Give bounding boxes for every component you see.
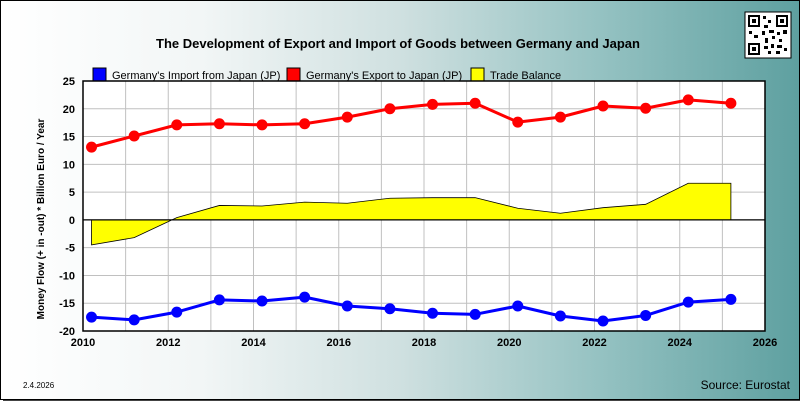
- legend-swatch: [286, 67, 301, 82]
- plot-area: -20 -15 -10 -5 0 5 10 15 20 25 2010 2012 2014 2016 201…: [59, 76, 777, 349]
- legend-swatch: [470, 67, 485, 82]
- x-tick-label: 2020: [497, 337, 521, 349]
- x-tick-label: 2024: [668, 337, 693, 349]
- import-data-point: [213, 294, 225, 306]
- y-tick-label: -5: [65, 243, 75, 255]
- import-data-point: [597, 315, 609, 327]
- legend-label: Trade Balance: [490, 70, 561, 82]
- import-data-point: [682, 296, 694, 308]
- export-data-point: [299, 118, 311, 130]
- legend: Germany's Import from Japan (JP) Germany'…: [92, 67, 561, 82]
- export-data-point: [213, 118, 225, 130]
- import-data-point: [299, 291, 311, 303]
- y-tick-label: 20: [63, 104, 75, 116]
- export-data-point: [256, 119, 268, 131]
- legend-label: Germany's Import from Japan (JP): [112, 70, 280, 82]
- y-axis-label: Money Flow (+ in -out) * Billion Euro / …: [36, 119, 47, 320]
- chart-title: The Development of Export and Import of …: [156, 36, 640, 51]
- trade-balance-area: [91, 182, 732, 246]
- import-data-point: [384, 303, 396, 315]
- import-data-point: [640, 309, 652, 321]
- import-data-point: [427, 307, 439, 319]
- export-data-point: [384, 103, 396, 115]
- export-series-line: [91, 98, 732, 149]
- y-tick-label: 10: [63, 159, 75, 171]
- y-tick-label: -20: [59, 326, 75, 338]
- export-data-point: [640, 102, 652, 114]
- import-data-point: [469, 308, 481, 320]
- export-data-point: [128, 130, 140, 142]
- import-data-point: [725, 293, 737, 305]
- export-data-point: [469, 97, 481, 109]
- export-data-point: [512, 116, 524, 128]
- export-data-point: [554, 111, 566, 123]
- import-data-point: [171, 306, 183, 318]
- import-series-line: [91, 295, 731, 323]
- y-tick-label: 15: [63, 132, 75, 144]
- legend-swatch: [92, 67, 107, 82]
- export-data-point: [86, 141, 98, 153]
- x-tick-label: 2018: [412, 337, 436, 349]
- x-tick-label: 2026: [753, 337, 777, 349]
- export-data-point: [341, 111, 353, 123]
- import-data-point: [256, 295, 268, 307]
- y-tick-label: 5: [69, 187, 75, 199]
- legend-label: Germany's Export to Japan (JP): [306, 70, 462, 82]
- export-data-point: [682, 94, 694, 106]
- export-data-point: [427, 98, 439, 110]
- date-label: 2.4.2026: [23, 381, 55, 390]
- x-tick-label: 2010: [71, 337, 95, 349]
- x-tick-label: 2012: [156, 337, 180, 349]
- x-tick-label: 2016: [327, 337, 351, 349]
- qr-code-image: [744, 11, 792, 59]
- x-tick-label: 2022: [582, 337, 606, 349]
- import-data-point: [341, 300, 353, 312]
- x-tick-label: 2014: [241, 337, 266, 349]
- import-data-point: [128, 314, 140, 326]
- y-tick-label: -10: [59, 270, 75, 282]
- import-data-point: [554, 310, 566, 322]
- export-data-point: [597, 100, 609, 112]
- export-data-point: [171, 119, 183, 131]
- y-tick-label: 0: [69, 215, 75, 227]
- import-data-point: [86, 311, 98, 323]
- source-label: Source: Eurostat: [701, 378, 791, 392]
- y-tick-label: 25: [63, 76, 75, 88]
- import-data-point: [512, 300, 524, 312]
- export-data-point: [725, 97, 737, 109]
- plot-border: [82, 80, 766, 332]
- y-tick-label: -15: [59, 298, 75, 310]
